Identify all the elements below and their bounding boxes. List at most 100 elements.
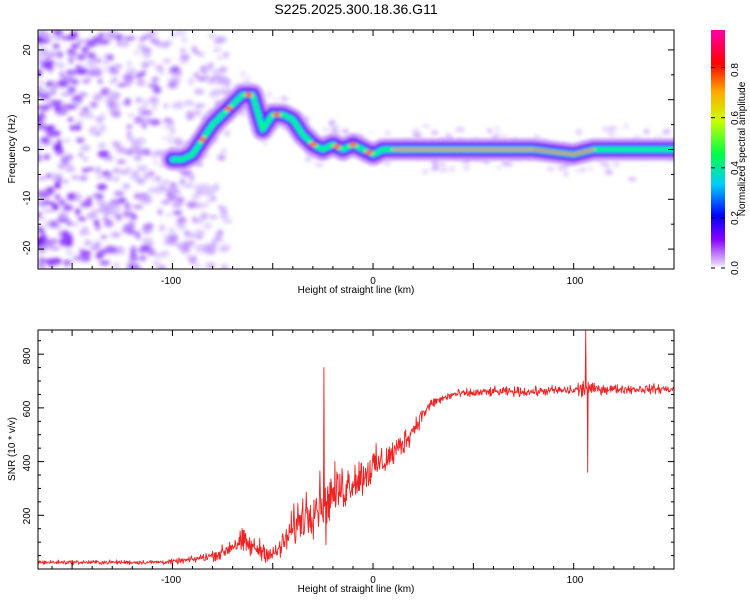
noise-blob bbox=[142, 122, 147, 129]
noise-blob bbox=[75, 64, 81, 71]
noise-blob bbox=[67, 221, 73, 226]
noise-blob bbox=[39, 88, 50, 93]
noise-blob bbox=[156, 265, 167, 269]
noise-blob bbox=[608, 132, 616, 138]
noise-blob bbox=[71, 175, 80, 180]
chart-title: S225.2025.300.18.36.G11 bbox=[274, 1, 437, 17]
noise-blob bbox=[46, 65, 54, 71]
noise-blob bbox=[127, 132, 132, 141]
noise-blob bbox=[196, 52, 205, 57]
noise-blob bbox=[64, 166, 76, 172]
noise-blob bbox=[47, 60, 55, 66]
noise-blob bbox=[494, 126, 500, 131]
noise-blob bbox=[207, 80, 217, 85]
noise-blob bbox=[74, 197, 81, 202]
noise-blob bbox=[575, 129, 583, 135]
noise-blob bbox=[68, 56, 74, 65]
noise-blob bbox=[99, 260, 111, 266]
noise-blob bbox=[179, 57, 189, 64]
noise-blob bbox=[84, 114, 95, 119]
colorbar-tick-label-08: 0.8 bbox=[730, 63, 741, 77]
noise-blob bbox=[46, 173, 52, 179]
noise-blob bbox=[188, 77, 194, 86]
noise-blob bbox=[113, 262, 120, 269]
noise-blob bbox=[50, 83, 58, 89]
noise-blob bbox=[166, 193, 177, 201]
noise-blob bbox=[59, 71, 64, 76]
noise-blob bbox=[98, 124, 107, 132]
noise-blob bbox=[83, 157, 89, 161]
noise-blob bbox=[115, 33, 124, 41]
noise-blob bbox=[89, 66, 101, 71]
noise-blob bbox=[208, 61, 214, 70]
noise-blob bbox=[38, 121, 47, 129]
noise-blob bbox=[186, 110, 193, 118]
noise-blob bbox=[247, 75, 251, 80]
noise-blob bbox=[441, 168, 449, 172]
noise-blob bbox=[109, 80, 115, 84]
noise-blob bbox=[140, 244, 152, 251]
noise-blob bbox=[85, 255, 91, 261]
noise-blob bbox=[116, 248, 126, 255]
noise-blob bbox=[163, 43, 168, 49]
noise-blob bbox=[77, 216, 87, 221]
bottom-ytick-label-800: 800 bbox=[22, 347, 33, 364]
noise-blob bbox=[38, 200, 45, 207]
colorbar-tick-label-02: 0.2 bbox=[730, 211, 741, 225]
noise-blob bbox=[218, 204, 223, 210]
noise-blob bbox=[42, 32, 51, 41]
noise-blob bbox=[172, 79, 182, 83]
noise-blob bbox=[194, 229, 205, 237]
noise-blob bbox=[95, 43, 105, 47]
noise-blob bbox=[220, 66, 228, 73]
noise-blob bbox=[558, 164, 568, 169]
ridge-hotspot bbox=[198, 137, 207, 143]
noise-blob bbox=[139, 255, 147, 261]
noise-blob bbox=[75, 191, 81, 199]
noise-blob bbox=[192, 264, 202, 268]
noise-blob bbox=[96, 183, 108, 191]
noise-blob bbox=[142, 50, 152, 59]
noise-blob bbox=[38, 57, 45, 63]
noise-blob bbox=[212, 47, 222, 52]
noise-blob bbox=[563, 170, 569, 177]
noise-blob bbox=[96, 175, 104, 180]
noise-blob bbox=[166, 185, 179, 193]
noise-blob bbox=[97, 143, 107, 148]
noise-blob bbox=[186, 255, 195, 261]
noise-blob bbox=[102, 217, 107, 221]
noise-blob bbox=[194, 49, 199, 54]
noise-blob bbox=[160, 250, 170, 257]
noise-blob bbox=[112, 77, 118, 82]
noise-blob bbox=[173, 138, 183, 142]
noise-blob bbox=[432, 164, 440, 170]
noise-blob bbox=[463, 166, 468, 171]
top-xtick-label-0: 0 bbox=[370, 276, 376, 287]
noise-blob bbox=[189, 232, 195, 238]
noise-blob bbox=[324, 129, 328, 133]
noise-blob bbox=[44, 154, 49, 161]
bottom-xtick-label-0: 0 bbox=[370, 575, 376, 586]
noise-blob bbox=[38, 193, 47, 198]
noise-blob bbox=[93, 93, 103, 101]
noise-blob bbox=[123, 223, 133, 232]
noise-blob bbox=[122, 210, 134, 218]
colorbar-tick-label-06: 0.6 bbox=[730, 111, 741, 125]
noise-blob bbox=[94, 199, 106, 204]
noise-blob bbox=[171, 201, 183, 209]
noise-blob bbox=[431, 130, 439, 135]
noise-blob bbox=[194, 104, 206, 108]
noise-blob bbox=[384, 161, 390, 165]
noise-blob bbox=[127, 61, 132, 66]
noise-blob bbox=[183, 101, 195, 107]
noise-blob bbox=[42, 138, 51, 142]
noise-blob bbox=[64, 241, 73, 247]
noise-blob bbox=[136, 78, 146, 87]
ridge-hotspot bbox=[308, 142, 317, 148]
noise-blob bbox=[203, 191, 215, 197]
noise-blob bbox=[38, 80, 45, 85]
noise-blob bbox=[163, 103, 169, 109]
noise-blob bbox=[95, 166, 102, 175]
noise-blob bbox=[44, 220, 51, 227]
bottom-ytick-label-600: 600 bbox=[22, 400, 33, 417]
